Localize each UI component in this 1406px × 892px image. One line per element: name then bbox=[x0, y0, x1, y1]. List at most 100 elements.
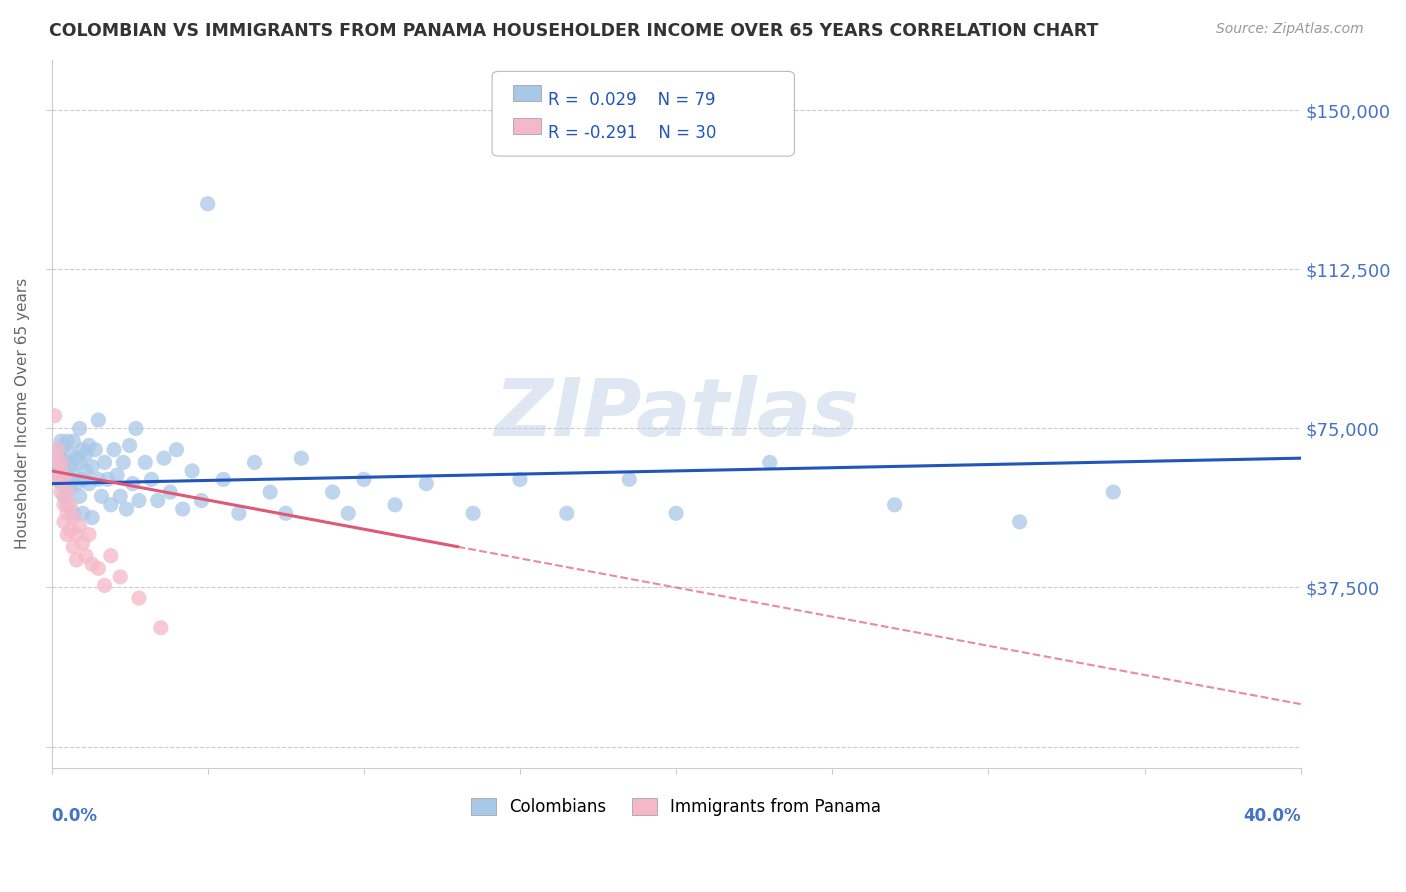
Point bbox=[72, 472, 94, 486]
Point bbox=[65, 553, 87, 567]
Text: R =  0.029    N = 79: R = 0.029 N = 79 bbox=[548, 91, 716, 109]
Point bbox=[65, 476, 87, 491]
Point bbox=[181, 464, 204, 478]
Point bbox=[509, 472, 531, 486]
Point bbox=[87, 413, 110, 427]
Point bbox=[69, 455, 91, 469]
Y-axis label: Householder Income Over 65 years: Householder Income Over 65 years bbox=[15, 278, 30, 549]
Point bbox=[259, 485, 281, 500]
Point bbox=[56, 527, 79, 541]
Point bbox=[53, 438, 76, 452]
Point bbox=[53, 489, 76, 503]
Point bbox=[172, 502, 194, 516]
Point bbox=[555, 506, 578, 520]
Point bbox=[165, 442, 187, 457]
Point bbox=[77, 527, 100, 541]
Point bbox=[103, 442, 125, 457]
Point bbox=[118, 438, 141, 452]
Point bbox=[75, 549, 97, 563]
Point bbox=[110, 570, 132, 584]
Point bbox=[56, 434, 79, 449]
Point bbox=[46, 459, 69, 474]
Text: COLOMBIAN VS IMMIGRANTS FROM PANAMA HOUSEHOLDER INCOME OVER 65 YEARS CORRELATION: COLOMBIAN VS IMMIGRANTS FROM PANAMA HOUS… bbox=[49, 22, 1098, 40]
Point bbox=[46, 442, 69, 457]
Point bbox=[97, 472, 120, 486]
Point bbox=[1008, 515, 1031, 529]
Point bbox=[274, 506, 297, 520]
Point bbox=[110, 489, 132, 503]
Point bbox=[59, 498, 82, 512]
Point bbox=[49, 451, 72, 466]
Point bbox=[290, 451, 312, 466]
Point bbox=[49, 464, 72, 478]
Text: R = -0.291    N = 30: R = -0.291 N = 30 bbox=[548, 124, 717, 142]
Point bbox=[49, 455, 72, 469]
Point bbox=[190, 493, 212, 508]
Point bbox=[44, 451, 66, 466]
Point bbox=[883, 498, 905, 512]
Point bbox=[134, 455, 156, 469]
Point bbox=[49, 434, 72, 449]
Point bbox=[93, 578, 115, 592]
Point bbox=[77, 476, 100, 491]
Point bbox=[128, 591, 150, 606]
Point bbox=[65, 527, 87, 541]
Point bbox=[105, 468, 128, 483]
Point bbox=[53, 472, 76, 486]
Point bbox=[56, 455, 79, 469]
Point bbox=[115, 502, 138, 516]
Point bbox=[56, 472, 79, 486]
Point bbox=[159, 485, 181, 500]
Point bbox=[384, 498, 406, 512]
Point bbox=[322, 485, 344, 500]
Point bbox=[128, 493, 150, 508]
Point bbox=[69, 489, 91, 503]
Text: 0.0%: 0.0% bbox=[52, 806, 97, 824]
Point bbox=[75, 464, 97, 478]
Point bbox=[56, 506, 79, 520]
Point bbox=[69, 519, 91, 533]
Point bbox=[337, 506, 360, 520]
Point bbox=[619, 472, 641, 486]
Point bbox=[100, 549, 122, 563]
Point bbox=[44, 468, 66, 483]
Point bbox=[72, 442, 94, 457]
Point bbox=[84, 442, 107, 457]
Point bbox=[82, 459, 104, 474]
Point bbox=[75, 447, 97, 461]
Point bbox=[415, 476, 437, 491]
Text: Source: ZipAtlas.com: Source: ZipAtlas.com bbox=[1216, 22, 1364, 37]
Point bbox=[62, 468, 84, 483]
Point bbox=[62, 506, 84, 520]
Point bbox=[69, 421, 91, 435]
Point bbox=[49, 476, 72, 491]
Point bbox=[59, 447, 82, 461]
Point bbox=[56, 498, 79, 512]
Point bbox=[62, 510, 84, 524]
Point bbox=[62, 434, 84, 449]
Point bbox=[243, 455, 266, 469]
Point bbox=[153, 451, 176, 466]
Point bbox=[82, 557, 104, 571]
Point bbox=[59, 459, 82, 474]
Point bbox=[53, 455, 76, 469]
Point bbox=[1102, 485, 1125, 500]
Point bbox=[72, 536, 94, 550]
Point bbox=[93, 455, 115, 469]
Point bbox=[59, 523, 82, 537]
Point bbox=[56, 485, 79, 500]
Text: ZIPatlas: ZIPatlas bbox=[494, 375, 859, 452]
Point bbox=[87, 561, 110, 575]
Point bbox=[665, 506, 688, 520]
Point bbox=[112, 455, 135, 469]
Point bbox=[77, 438, 100, 452]
Point bbox=[758, 455, 780, 469]
Legend: Colombians, Immigrants from Panama: Colombians, Immigrants from Panama bbox=[464, 791, 887, 823]
Point bbox=[82, 510, 104, 524]
Point bbox=[53, 515, 76, 529]
Point bbox=[62, 540, 84, 554]
Point bbox=[46, 442, 69, 457]
Point bbox=[59, 481, 82, 495]
Point bbox=[46, 472, 69, 486]
Point bbox=[87, 472, 110, 486]
